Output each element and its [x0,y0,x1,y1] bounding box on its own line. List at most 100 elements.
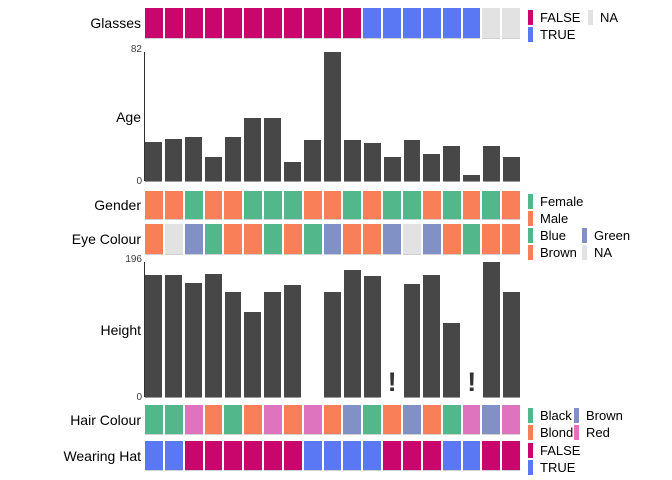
age-bar-8 [284,162,302,181]
wearing-hat-strip [145,441,521,470]
hair-colour-tile-7 [264,405,282,434]
hair-colour-tile-9 [303,405,322,434]
legend-label-false: FALSE [540,9,581,25]
legend-label-green: Green [594,227,631,243]
height-slot-1 [145,262,162,397]
gender-strip [145,191,521,219]
glasses-legend-item-na: NA [588,9,618,25]
glasses-tile-12 [363,8,382,38]
wearing-hat-tile-17 [462,441,481,470]
height-slot-16 [443,262,461,397]
row-label-hair-colour: Hair Colour [70,411,141,428]
legend-swatch-male [528,211,533,226]
eye-colour-tile-8 [283,224,302,254]
age-bar-1 [145,141,162,181]
glasses-tile-4 [204,8,223,38]
age-bar-11 [343,140,361,181]
wearing-hat-tile-7 [264,441,282,470]
height-bar-4 [204,274,222,397]
eye-colour-tile-18 [482,224,501,254]
eye-colour-tile-5 [224,224,243,254]
age-bar-5 [224,136,242,181]
age-slot-15 [423,52,441,181]
hair-colour-legend-item-brown: Brown [574,407,623,423]
legend-swatch-false [528,442,533,458]
hair-colour-tile-18 [482,405,501,434]
age-slot-17 [463,52,481,181]
legend-label-blond: Blond [540,425,574,440]
gender-tile-4 [204,191,223,219]
legend-swatch-blond [528,425,533,440]
height-slot-13: ! [384,262,401,397]
age-slot-2 [164,52,182,181]
eye-colour-strip [145,224,521,254]
glasses-tile-14 [402,8,421,38]
age-slot-1 [145,52,162,181]
legend-swatch-red [574,425,579,440]
gender-tile-2 [164,191,183,219]
glasses-tile-17 [462,8,481,38]
row-label-eye-colour: Eye Colour [71,231,141,247]
hair-colour-legend-item-red: Red [574,425,610,441]
eye-colour-tile-6 [244,224,263,254]
row-label-height: Height [100,321,141,338]
wearing-hat-tile-9 [303,441,322,470]
wearing-hat-tile-14 [402,441,421,470]
height-slot-6 [244,262,262,397]
height-slot-2 [164,262,182,397]
gender-tile-18 [482,191,501,219]
height-bar-10 [324,291,341,397]
hair-colour-tile-11 [343,405,362,434]
hair-colour-tile-6 [244,405,263,434]
glasses-tile-6 [244,8,263,38]
height-slot-17: ! [463,262,480,397]
height-bar-7 [264,291,282,397]
age-slot-9 [304,52,322,181]
eye-colour-tile-7 [264,224,282,254]
gender-tile-17 [462,191,481,219]
glasses-tile-9 [303,8,322,38]
glasses-tile-3 [184,8,203,38]
glasses-tile-18 [482,8,501,38]
height-slot-4 [204,262,222,397]
wearing-hat-tile-8 [283,441,302,470]
glasses-legend-item-true: TRUE [528,27,575,43]
gender-tile-14 [402,191,421,219]
glasses-tile-1 [145,8,163,38]
legend-swatch-na [588,9,593,25]
row-label-glasses: Glasses [90,15,141,31]
height-bar-1 [145,275,162,397]
gender-legend-item-male: Male [528,211,568,227]
age-slot-16 [443,52,461,181]
age-slot-10 [324,52,341,181]
row-label-gender: Gender [94,197,141,213]
hair-colour-tile-13 [383,405,401,434]
gender-tile-1 [145,191,163,219]
glasses-tile-7 [264,8,282,38]
age-bar-2 [164,138,182,181]
glasses-tile-13 [383,8,401,38]
age-bar-19 [503,157,520,181]
age-y-axis [144,52,145,181]
age-bar-4 [204,157,222,181]
height-bar-11 [343,270,361,397]
height-bar-18 [483,262,501,397]
gender-tile-8 [283,191,302,219]
age-bar-17 [463,174,481,181]
hair-colour-tile-19 [502,405,521,434]
age-bar-6 [244,118,262,181]
legend-swatch-true [528,460,533,475]
wearing-hat-tile-3 [184,441,203,470]
height-bar-6 [244,311,262,397]
height-slot-15 [423,262,441,397]
legend-swatch-female [528,193,533,209]
age-bar-18 [483,146,501,181]
height-missing-marker-13: ! [387,367,397,397]
hair-colour-strip [145,405,521,434]
hair-colour-legend-item-blond: Blond [528,425,573,441]
hair-colour-tile-5 [224,405,243,434]
glasses-tile-8 [283,8,302,38]
eye-colour-tile-4 [204,224,223,254]
height-y-axis [144,262,145,397]
wearing-hat-tile-13 [383,441,401,470]
